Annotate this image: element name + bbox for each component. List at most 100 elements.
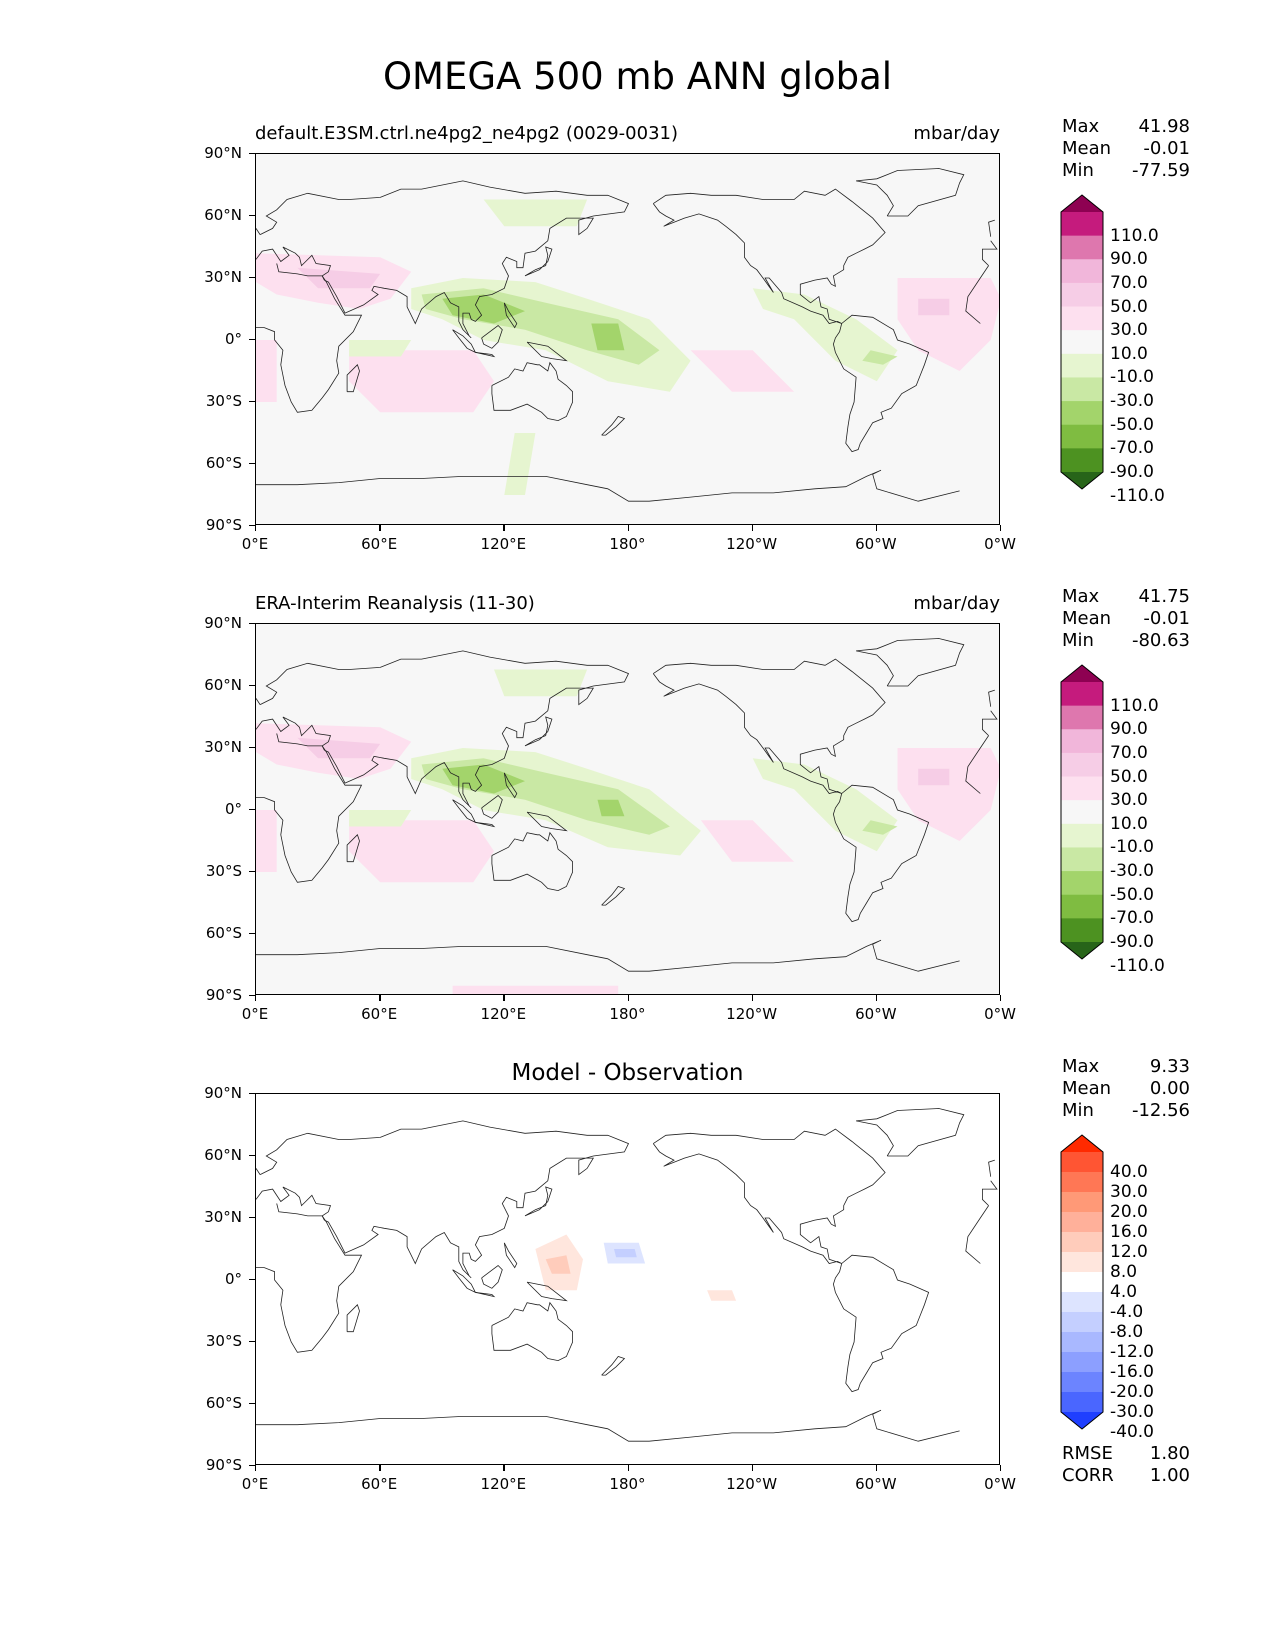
lat-tick (249, 1403, 255, 1405)
colorbar-extend-min (1061, 1412, 1103, 1429)
coastline (524, 246, 553, 277)
map-panel: default.E3SM.ctrl.ne4pg2_ne4pg2 (0029-00… (0, 0, 1275, 553)
colorbar-segment (1061, 871, 1103, 896)
coastline (256, 1409, 960, 1442)
lon-tick (1000, 1465, 1002, 1471)
lon-tick (379, 1465, 381, 1471)
colorbar-outline (1060, 1134, 1104, 1430)
stat-value: 1.80 (1149, 1443, 1190, 1464)
lat-tick (249, 933, 255, 935)
coastline (524, 1186, 553, 1217)
colorbar-segment (1061, 1172, 1103, 1193)
colorbar-tick-label: -30.0 (1110, 1402, 1154, 1422)
lat-tick-label: 60°S (205, 924, 242, 942)
lon-tick (503, 995, 505, 1001)
stat-value: 41.98 (1138, 116, 1190, 137)
colorbar-tick-label: -20.0 (1110, 1382, 1154, 1402)
lat-tick-label: 60°S (205, 454, 242, 472)
coastline (481, 324, 503, 349)
lon-tick (1000, 525, 1002, 531)
colorbar-segment (1061, 1352, 1103, 1373)
colorbar-segment (1061, 800, 1103, 825)
lat-tick-label: 0° (224, 1270, 242, 1288)
lon-tick (751, 995, 754, 1001)
colorbar-segment (1061, 235, 1103, 260)
colorbar-segment (1061, 1392, 1103, 1413)
colorbar-segment (1061, 401, 1103, 426)
stat-label: RMSE (1062, 1443, 1113, 1464)
lon-tick (255, 1465, 257, 1471)
coastline (481, 1264, 503, 1289)
coastline (832, 784, 930, 923)
coastline (526, 811, 568, 832)
field-contour (897, 278, 999, 371)
lat-tick-label: 0° (224, 800, 242, 818)
field-contour (752, 288, 898, 382)
lat-tick-label: 30°N (204, 738, 242, 756)
map-plot-area (255, 1093, 1000, 1465)
stat-label: Mean (1062, 138, 1112, 159)
colorbar-segment (1061, 1192, 1103, 1213)
coastline (256, 1168, 261, 1175)
map-plot-area (255, 153, 1000, 525)
field-contour (545, 1255, 571, 1274)
colorbar-tick-label: 40.0 (1110, 1162, 1148, 1182)
colorbar-tick-label: 20.0 (1110, 1202, 1148, 1222)
stat-row: Min -12.56 (1062, 1100, 1190, 1122)
lon-tick-label: 120°E (480, 535, 527, 553)
stat-row: Min -77.59 (1062, 160, 1190, 182)
lat-tick-label: 90°N (204, 144, 242, 162)
colorbar-tick-label: -70.0 (1110, 908, 1154, 929)
lat-tick-label: 90°N (204, 614, 242, 632)
panel-units-title: mbar/day (913, 593, 1000, 614)
map-plot-area (255, 623, 1000, 995)
stat-label: Min (1062, 1100, 1094, 1121)
stat-label: Max (1062, 1056, 1100, 1077)
colorbar-tick-label: -50.0 (1110, 414, 1154, 435)
lon-tick (503, 1465, 505, 1471)
colorbar-extend-max (1061, 195, 1103, 212)
coastline (475, 1292, 496, 1298)
lon-tick-label: 120°W (726, 1475, 778, 1493)
colorbar (1060, 1134, 1104, 1430)
colorbar-tick-label: -50.0 (1110, 884, 1154, 905)
lon-tick (627, 1465, 629, 1471)
stat-value: 1.00 (1149, 1465, 1190, 1486)
colorbar-tick-label: 12.0 (1110, 1242, 1148, 1262)
coastline (856, 1108, 965, 1157)
stat-value: -12.56 (1131, 1100, 1190, 1121)
colorbar-outline (1060, 664, 1104, 960)
lon-tick-label: 60°W (855, 1005, 897, 1023)
lon-tick-label: 0°E (241, 1475, 269, 1493)
lon-tick (875, 995, 878, 1001)
stat-label: Min (1062, 160, 1094, 181)
lat-tick-label: 90°N (204, 1084, 242, 1102)
lat-tick (249, 871, 255, 873)
stat-value: -80.63 (1131, 630, 1190, 651)
colorbar-extend-min (1061, 942, 1103, 959)
panel-left-title: ERA-Interim Reanalysis (11-30) (255, 593, 535, 614)
stat-row: Min -80.63 (1062, 630, 1190, 652)
panel-left-title: default.E3SM.ctrl.ne4pg2_ne4pg2 (0029-00… (255, 123, 678, 144)
panel-center-title: Model - Observation (511, 1060, 744, 1086)
colorbar-segment (1061, 353, 1103, 378)
lon-tick (875, 525, 878, 531)
field-contour (690, 350, 795, 392)
colorbar-segment (1061, 729, 1103, 754)
coastline (256, 469, 960, 502)
lon-tick (627, 525, 629, 531)
colorbar-segment (1061, 448, 1103, 473)
lon-tick-label: 60°E (361, 1005, 398, 1023)
field-contour (707, 1290, 737, 1301)
field-contour (256, 340, 277, 402)
stat-row: CORR 1.00 (1062, 1465, 1190, 1487)
colorbar-tick-label: -70.0 (1110, 438, 1154, 459)
coastline (503, 772, 518, 799)
coastline (965, 265, 989, 324)
colorbar-tick-label: -40.0 (1110, 1422, 1154, 1442)
field-contour (494, 669, 588, 697)
colorbar-outline (1060, 194, 1104, 490)
field-contour (752, 758, 898, 852)
field-contour (591, 323, 625, 351)
colorbar (1060, 664, 1104, 960)
